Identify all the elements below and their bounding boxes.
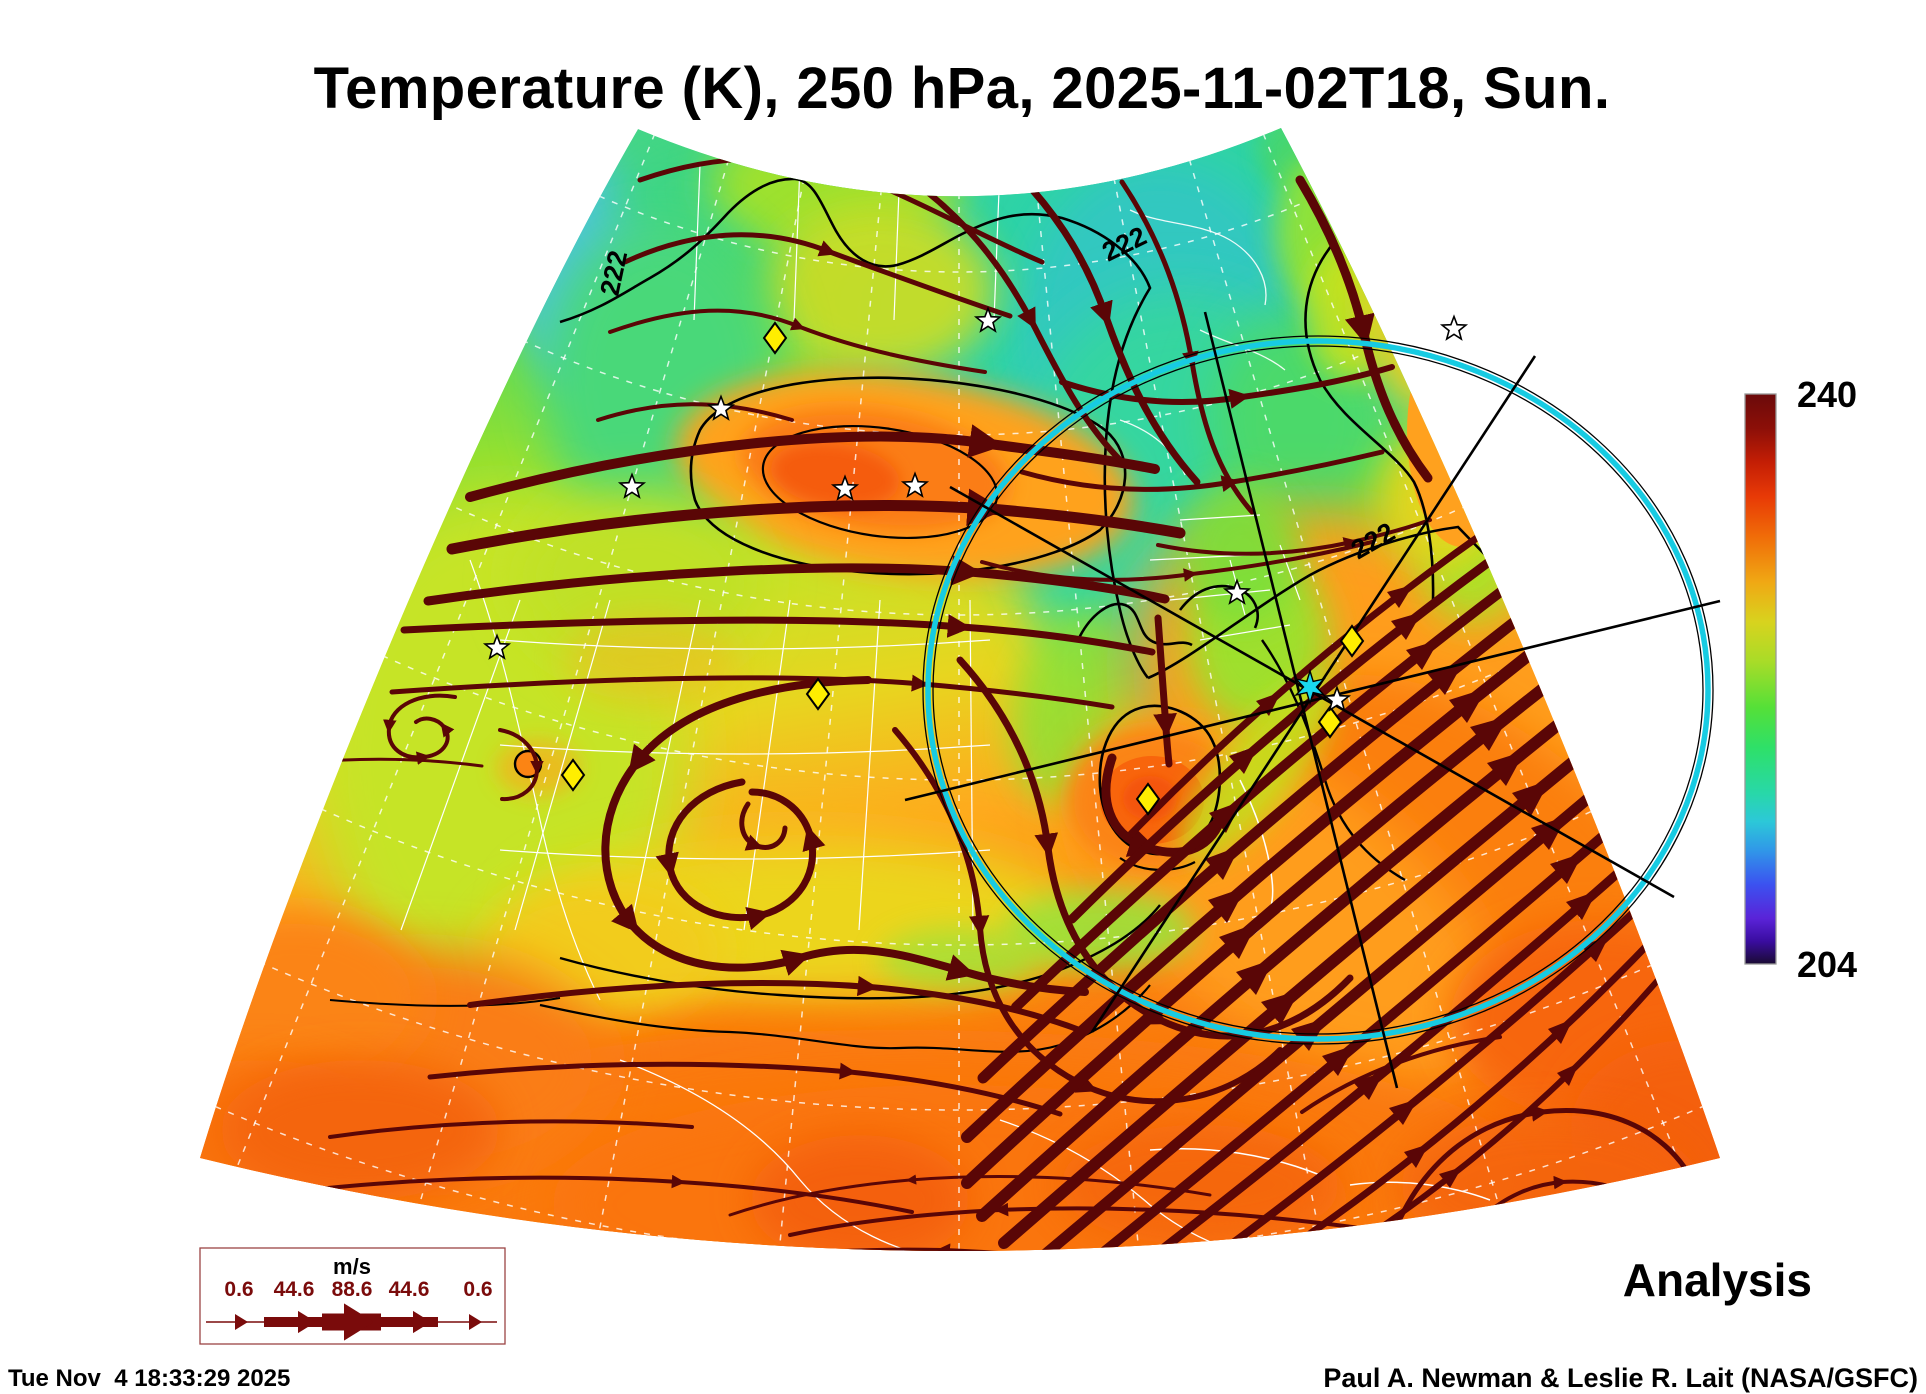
svg-text:0.6: 0.6 xyxy=(463,1278,492,1301)
svg-text:240: 240 xyxy=(1797,374,1857,415)
svg-text:Temperature (K), 250 hPa, 2025: Temperature (K), 250 hPa, 2025-11-02T18,… xyxy=(314,56,1611,121)
svg-text:44.6: 44.6 xyxy=(274,1278,315,1301)
svg-text:0.6: 0.6 xyxy=(224,1278,253,1301)
svg-text:Paul A. Newman & Leslie R. Lai: Paul A. Newman & Leslie R. Lait (NASA/GS… xyxy=(1323,1363,1918,1393)
svg-text:m/s: m/s xyxy=(333,1254,371,1279)
svg-text:Tue Nov 4 18:33:29 2025: Tue Nov 4 18:33:29 2025 xyxy=(8,1365,290,1392)
svg-text:88.6: 88.6 xyxy=(332,1278,373,1301)
svg-text:44.6: 44.6 xyxy=(389,1278,430,1301)
svg-text:Analysis: Analysis xyxy=(1623,1254,1812,1306)
svg-text:204: 204 xyxy=(1797,944,1857,985)
